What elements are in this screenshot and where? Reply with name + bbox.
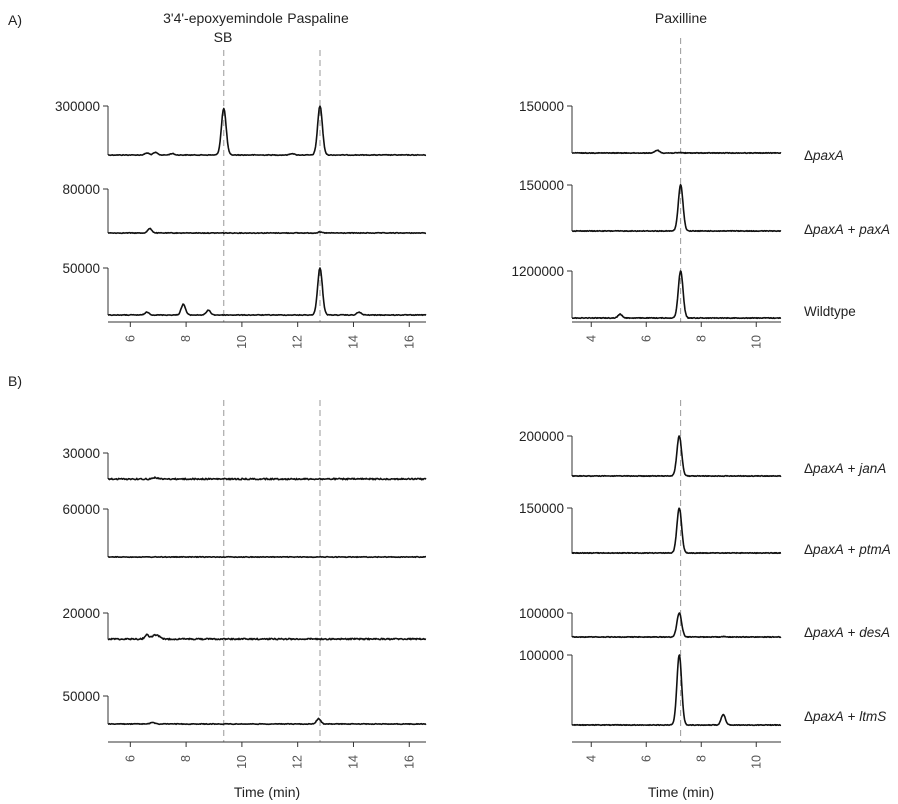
panel-label-b: B) xyxy=(8,373,22,389)
y-max-label-3-0: 200000 xyxy=(519,429,564,444)
sample-label-b4-text: Δ xyxy=(804,709,813,724)
x-tick-label-0-4: 14 xyxy=(346,335,360,349)
y-max-label-2-1: 60000 xyxy=(62,502,100,517)
x-tick-label-2-1: 8 xyxy=(179,755,193,762)
y-max-label-3-1: 150000 xyxy=(519,501,564,516)
x-tick-label-0-5: 16 xyxy=(402,335,416,349)
chromatogram-trace-2-1 xyxy=(107,555,426,559)
sample-label-b3-text: Δ xyxy=(804,625,813,640)
chromatogram-trace-2-0 xyxy=(107,476,427,481)
chromatogram-trace-0-1 xyxy=(107,227,427,235)
chromatogram-trace-3-1 xyxy=(571,507,782,555)
chromatogram-trace-1-1 xyxy=(571,184,782,233)
y-max-label-2-0: 30000 xyxy=(62,446,100,461)
sample-label-b2: ΔpaxA + ptmA xyxy=(804,542,891,557)
chromatogram-trace-3-2 xyxy=(571,612,782,639)
sample-label-b4: ΔpaxA + ltmS xyxy=(804,709,886,724)
x-tick-label-1-3: 10 xyxy=(749,335,763,349)
sample-label-a3: Wildtype xyxy=(804,304,856,319)
x-axis-title-right: Time (min) xyxy=(648,784,714,800)
x-tick-label-3-0: 4 xyxy=(584,755,598,762)
chromatogram-trace-0-0 xyxy=(107,105,427,157)
sample-label-a2-text: Δ xyxy=(804,222,813,237)
x-tick-label-3-2: 8 xyxy=(694,755,708,762)
chromatogram-trace-2-3 xyxy=(107,717,427,726)
sample-label-a1-text: Δ xyxy=(804,148,813,163)
chromatogram-trace-1-2 xyxy=(571,270,782,320)
x-tick-label-2-3: 12 xyxy=(291,755,305,769)
sample-label-a1: ΔpaxA xyxy=(804,148,844,163)
y-max-label-0-2: 50000 xyxy=(62,261,100,276)
header-paxilline: Paxilline xyxy=(655,10,707,26)
y-max-label-3-2: 100000 xyxy=(519,606,564,621)
y-max-label-2-2: 20000 xyxy=(62,606,100,621)
x-tick-label-0-1: 8 xyxy=(179,335,193,342)
sample-label-a2: ΔpaxA + paxA xyxy=(804,222,890,237)
x-tick-label-3-1: 6 xyxy=(639,755,653,762)
y-max-label-0-1: 80000 xyxy=(62,182,100,197)
header-epoxyemindole: 3'4'-epoxyemindole xyxy=(163,10,283,26)
x-axis-title-left: Time (min) xyxy=(234,784,300,800)
chromatogram-trace-1-0 xyxy=(571,149,782,155)
x-tick-label-2-4: 14 xyxy=(346,755,360,769)
header-epoxyemindole-sb: SB xyxy=(214,29,233,45)
x-tick-label-0-0: 6 xyxy=(123,335,137,342)
y-max-label-1-2: 1200000 xyxy=(511,264,564,279)
plot-layer: 6 8 10 12 14 16 300000 80000 50000 4 6 8 10 150000 150… xyxy=(55,38,782,769)
x-tick-label-2-5: 16 xyxy=(402,755,416,769)
chromatogram-trace-0-2 xyxy=(107,267,427,317)
x-tick-label-2-2: 10 xyxy=(235,755,249,769)
y-max-label-2-3: 50000 xyxy=(62,689,100,704)
y-max-label-1-0: 150000 xyxy=(519,99,564,114)
y-max-label-1-1: 150000 xyxy=(519,178,564,193)
sample-label-a3-text: Wildtype xyxy=(804,304,856,319)
header-paspaline: Paspaline xyxy=(287,10,349,26)
y-max-label-3-3: 100000 xyxy=(519,648,564,663)
x-tick-label-0-3: 12 xyxy=(291,335,305,349)
x-tick-label-1-2: 8 xyxy=(694,335,708,342)
x-tick-label-3-3: 10 xyxy=(749,755,763,769)
chromatogram-trace-3-0 xyxy=(571,435,782,478)
x-tick-label-0-2: 10 xyxy=(235,335,249,349)
x-tick-label-2-0: 6 xyxy=(123,755,137,762)
sample-label-b1-text: Δ xyxy=(804,461,813,476)
panel-label-a: A) xyxy=(8,12,22,28)
sample-label-b2-text: Δ xyxy=(804,542,813,557)
y-max-label-0-0: 300000 xyxy=(55,99,100,114)
x-tick-label-1-1: 6 xyxy=(639,335,653,342)
chromatogram-trace-2-2 xyxy=(107,633,427,641)
sample-label-b1: ΔpaxA + janA xyxy=(804,461,886,476)
x-tick-label-1-0: 4 xyxy=(584,335,598,342)
chromatogram-trace-3-3 xyxy=(571,654,782,727)
sample-label-b3: ΔpaxA + desA xyxy=(804,625,890,640)
